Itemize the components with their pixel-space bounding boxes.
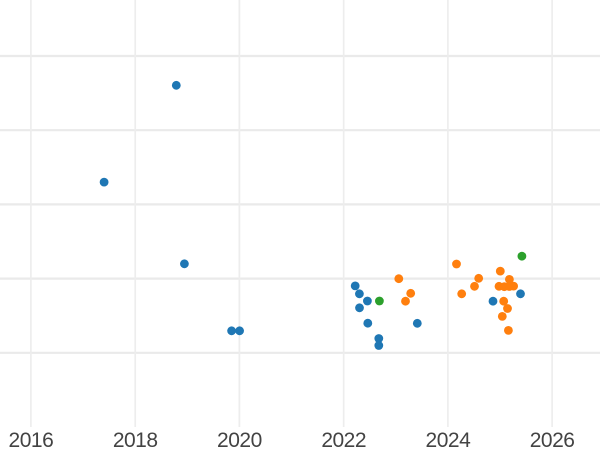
- svg-text:2024: 2024: [426, 429, 472, 450]
- svg-text:2022: 2022: [321, 429, 366, 450]
- svg-text:2020: 2020: [217, 429, 262, 450]
- svg-text:2018: 2018: [113, 429, 158, 450]
- svg-text:2026: 2026: [530, 429, 575, 450]
- svg-text:2016: 2016: [9, 429, 54, 450]
